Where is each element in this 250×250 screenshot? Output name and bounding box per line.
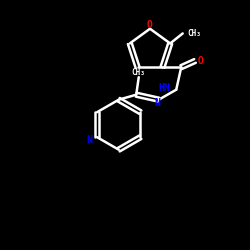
Text: CH₃: CH₃ bbox=[187, 29, 201, 38]
Text: CH₃: CH₃ bbox=[132, 68, 146, 77]
Text: HN: HN bbox=[158, 84, 170, 94]
Text: O: O bbox=[198, 56, 204, 66]
Text: N: N bbox=[154, 98, 160, 108]
Text: N: N bbox=[87, 135, 92, 145]
Text: O: O bbox=[147, 20, 153, 30]
